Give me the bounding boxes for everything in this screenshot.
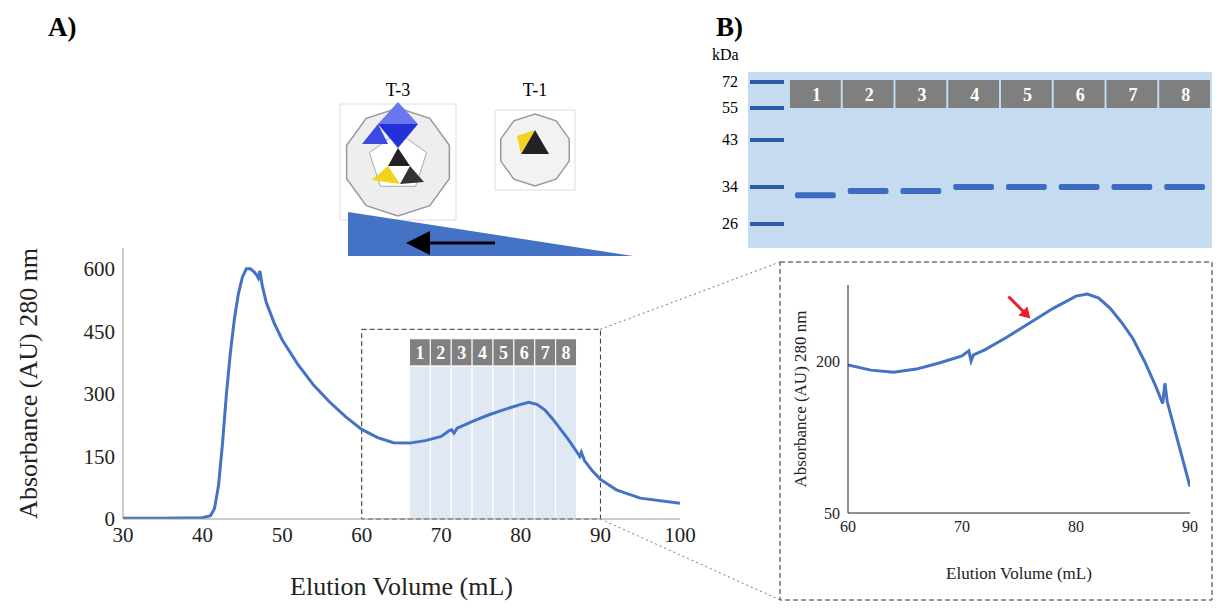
- svg-text:Absorbance (AU) 280 nm: Absorbance (AU) 280 nm: [791, 310, 810, 487]
- svg-text:34: 34: [722, 178, 738, 195]
- svg-text:3: 3: [457, 343, 466, 363]
- svg-text:B): B): [716, 12, 743, 42]
- svg-text:1: 1: [415, 343, 424, 363]
- svg-text:2: 2: [436, 343, 445, 363]
- svg-text:90: 90: [1182, 518, 1198, 535]
- svg-text:4: 4: [970, 85, 979, 105]
- svg-text:200: 200: [816, 353, 840, 370]
- svg-text:6: 6: [520, 343, 529, 363]
- svg-text:8: 8: [562, 343, 571, 363]
- svg-text:kDa: kDa: [712, 46, 739, 63]
- svg-text:3: 3: [917, 85, 926, 105]
- svg-text:600: 600: [84, 257, 116, 281]
- svg-text:6: 6: [1076, 85, 1085, 105]
- svg-text:Elution Volume (mL): Elution Volume (mL): [946, 564, 1092, 583]
- svg-text:1: 1: [812, 85, 821, 105]
- svg-text:0: 0: [105, 507, 116, 531]
- svg-text:40: 40: [192, 523, 213, 547]
- svg-text:80: 80: [1068, 518, 1084, 535]
- svg-text:80: 80: [510, 523, 531, 547]
- svg-text:7: 7: [541, 343, 550, 363]
- svg-text:150: 150: [84, 445, 116, 469]
- svg-text:100: 100: [664, 523, 696, 547]
- svg-text:50: 50: [824, 505, 840, 522]
- svg-text:2: 2: [865, 85, 874, 105]
- svg-text:300: 300: [84, 382, 116, 406]
- svg-text:8: 8: [1181, 85, 1190, 105]
- svg-text:7: 7: [1128, 85, 1137, 105]
- svg-text:5: 5: [499, 343, 508, 363]
- svg-text:43: 43: [722, 131, 738, 148]
- svg-text:50: 50: [272, 523, 293, 547]
- svg-text:26: 26: [722, 215, 738, 232]
- svg-text:5: 5: [1023, 85, 1032, 105]
- svg-text:60: 60: [840, 518, 856, 535]
- svg-text:A): A): [48, 12, 77, 42]
- svg-text:70: 70: [954, 518, 970, 535]
- svg-text:55: 55: [722, 99, 738, 116]
- svg-text:T-1: T-1: [523, 80, 547, 100]
- svg-text:4: 4: [478, 343, 487, 363]
- svg-text:30: 30: [113, 523, 134, 547]
- svg-text:90: 90: [590, 523, 611, 547]
- svg-text:T-3: T-3: [386, 80, 410, 100]
- svg-text:Elution Volume (mL): Elution Volume (mL): [290, 572, 513, 601]
- svg-text:Absorbance (AU) 280 nm: Absorbance (AU) 280 nm: [14, 248, 43, 519]
- svg-text:450: 450: [84, 320, 116, 344]
- svg-text:72: 72: [722, 73, 738, 90]
- svg-text:60: 60: [351, 523, 372, 547]
- svg-text:70: 70: [431, 523, 452, 547]
